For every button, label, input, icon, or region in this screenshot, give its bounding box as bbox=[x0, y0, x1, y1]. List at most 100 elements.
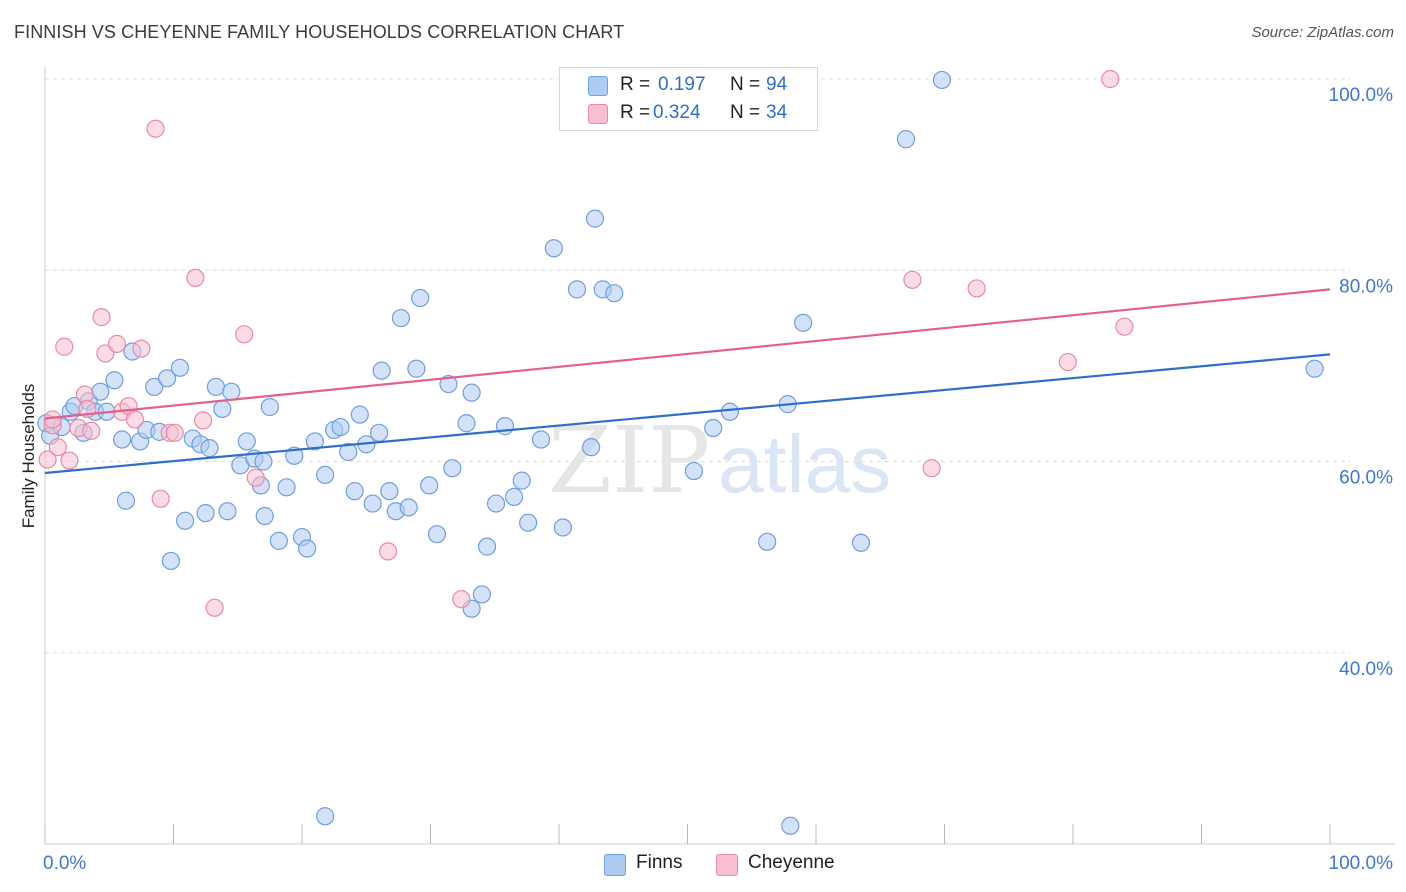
watermark-zip: ZIP bbox=[548, 407, 710, 514]
data-point-finns bbox=[305, 432, 324, 451]
legend-n-label-cheyenne: N = bbox=[730, 102, 761, 123]
data-point-finns bbox=[269, 531, 288, 550]
legend-n-value-finns: 94 bbox=[766, 74, 788, 95]
data-point-finns bbox=[512, 471, 531, 490]
legend: R = 0.197 N = 94 R = 0.324 N = 34 bbox=[559, 67, 818, 131]
data-point-finns bbox=[720, 402, 740, 421]
data-point-finns bbox=[145, 377, 164, 397]
gridlines bbox=[45, 78, 1350, 654]
data-point-finns bbox=[277, 478, 296, 497]
data-point-finns bbox=[544, 239, 563, 258]
data-point-finns bbox=[457, 414, 476, 433]
legend-r-label-cheyenne: R = bbox=[620, 102, 651, 123]
legend-row-cheyenne: R = 0.324 N = 34 bbox=[560, 100, 817, 128]
data-point-finns bbox=[316, 807, 335, 826]
data-point-finns bbox=[411, 288, 430, 308]
data-point-finns bbox=[380, 482, 399, 501]
data-point-finns bbox=[157, 369, 177, 388]
data-point-cheyenne bbox=[165, 423, 184, 442]
data-point-finns bbox=[477, 537, 497, 556]
y-tick-label: 60.0% bbox=[1339, 468, 1393, 489]
trend-line-cheyenne bbox=[44, 288, 1331, 420]
data-point-finns bbox=[237, 432, 256, 451]
data-point-cheyenne bbox=[235, 325, 254, 344]
data-point-finns bbox=[605, 284, 624, 303]
data-point-finns bbox=[582, 438, 601, 457]
data-point-finns bbox=[407, 359, 426, 378]
data-point-finns bbox=[781, 816, 800, 835]
data-point-finns bbox=[255, 506, 274, 526]
y-tick-label: 80.0% bbox=[1339, 276, 1393, 297]
data-point-finns bbox=[175, 511, 195, 530]
data-point-finns bbox=[260, 397, 279, 417]
bottom-legend-label-finns: Finns bbox=[636, 852, 683, 873]
data-point-cheyenne bbox=[60, 451, 79, 470]
watermark-atlas: atlas bbox=[718, 419, 891, 510]
data-point-cheyenne bbox=[967, 279, 986, 298]
data-point-finns bbox=[105, 371, 124, 390]
data-point-finns bbox=[331, 417, 350, 437]
legend-n-value-cheyenne: 34 bbox=[766, 102, 788, 123]
data-point-cheyenne bbox=[125, 410, 145, 429]
data-point-finns bbox=[161, 551, 181, 571]
data-point-finns bbox=[585, 209, 605, 228]
data-point-cheyenne bbox=[151, 489, 170, 508]
y-tick-label: 100.0% bbox=[1329, 85, 1394, 106]
data-point-finns bbox=[218, 502, 237, 521]
data-point-finns bbox=[531, 430, 551, 449]
legend-r-label-finns: R = bbox=[620, 74, 651, 95]
bottom-legend-label-cheyenne: Cheyenne bbox=[748, 852, 835, 873]
data-point-finns bbox=[443, 459, 462, 478]
series-cheyenne bbox=[38, 69, 1134, 617]
chart-title: FINNISH VS CHEYENNE FAMILY HOUSEHOLDS CO… bbox=[14, 22, 625, 42]
data-point-cheyenne bbox=[1115, 317, 1134, 336]
data-point-finns bbox=[370, 423, 389, 442]
legend-row-finns: R = 0.197 N = 94 bbox=[560, 72, 817, 100]
data-point-cheyenne bbox=[922, 459, 941, 478]
data-point-cheyenne bbox=[82, 421, 101, 440]
data-point-finns bbox=[704, 418, 723, 438]
data-point-cheyenne bbox=[1101, 69, 1120, 89]
data-point-cheyenne bbox=[1058, 352, 1077, 372]
data-point-finns bbox=[196, 504, 215, 523]
data-point-finns bbox=[1305, 359, 1324, 378]
data-point-cheyenne bbox=[48, 438, 67, 457]
y-tick-label: 40.0% bbox=[1339, 659, 1393, 680]
data-point-finns bbox=[285, 446, 304, 465]
data-point-finns bbox=[345, 482, 364, 501]
data-point-cheyenne bbox=[55, 337, 74, 356]
data-point-finns bbox=[420, 476, 439, 495]
data-point-cheyenne bbox=[107, 334, 127, 353]
data-point-finns bbox=[170, 358, 190, 377]
data-point-finns bbox=[363, 494, 382, 513]
data-point-finns bbox=[567, 280, 587, 299]
legend-r-value-cheyenne: 0.324 bbox=[653, 102, 701, 123]
data-point-cheyenne bbox=[132, 339, 151, 358]
legend-r-value-finns: 0.197 bbox=[658, 74, 706, 95]
data-point-finns bbox=[427, 525, 447, 544]
legend-n-label-finns: N = bbox=[730, 74, 761, 95]
data-point-finns bbox=[91, 382, 110, 401]
trend-lines bbox=[44, 288, 1331, 475]
data-point-finns bbox=[316, 465, 335, 484]
data-point-finns bbox=[391, 308, 411, 328]
data-point-finns bbox=[794, 313, 813, 332]
data-point-finns bbox=[896, 130, 916, 149]
data-point-cheyenne bbox=[43, 410, 62, 429]
data-point-cheyenne bbox=[452, 590, 471, 609]
tick-labels: 40.0% 60.0% 80.0% 100.0% 0.0% 100.0% bbox=[43, 85, 1393, 874]
data-point-cheyenne bbox=[378, 542, 398, 561]
bottom-legend-swatch-finns bbox=[604, 854, 626, 876]
data-point-finns bbox=[206, 377, 226, 397]
x-tick-label-start: 0.0% bbox=[43, 853, 86, 874]
data-point-finns bbox=[553, 518, 572, 537]
x-tick-label-end: 100.0% bbox=[1329, 853, 1394, 874]
data-point-finns bbox=[851, 533, 871, 552]
data-point-cheyenne bbox=[193, 411, 213, 430]
data-point-cheyenne bbox=[246, 468, 265, 487]
data-point-finns bbox=[462, 383, 481, 402]
data-point-finns bbox=[116, 491, 136, 510]
data-point-finns bbox=[758, 532, 777, 551]
legend-swatch-finns bbox=[588, 76, 608, 96]
